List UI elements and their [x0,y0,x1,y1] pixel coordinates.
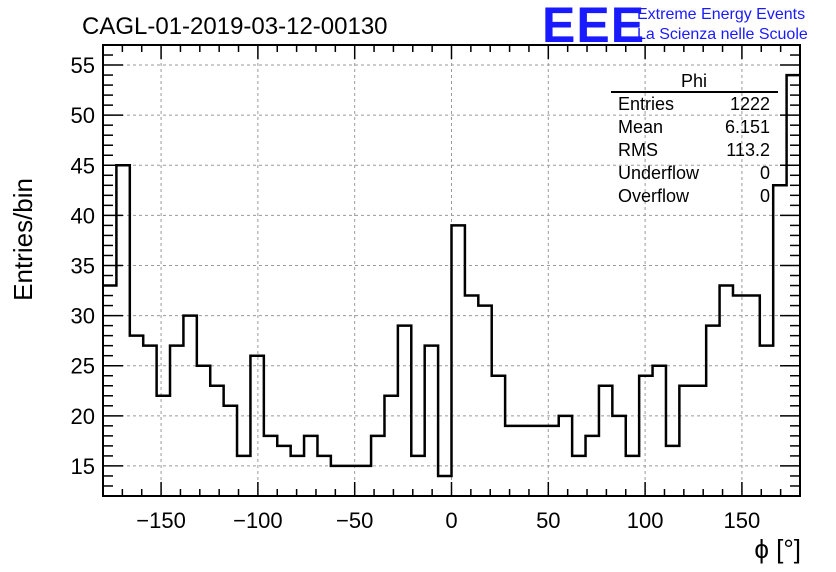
y-tick-label: 50 [71,103,95,128]
y-tick-label: 30 [71,304,95,329]
stats-label-entries: Entries [618,94,674,114]
stats-label-mean: Mean [618,117,663,137]
stats-label-underflow: Underflow [618,163,700,183]
axis-ticks [102,44,801,497]
stats-value-entries: 1222 [730,94,770,114]
x-tick-labels: −150 −100 −50 0 50 100 150 [136,508,760,533]
stats-box: Phi Entries 1222 Mean 6.151 RMS 113.2 Un… [611,71,778,206]
y-tick-label: 35 [71,253,95,278]
x-tick-label: −150 [136,508,186,533]
stats-value-underflow: 0 [760,163,770,183]
x-tick-label: 0 [445,508,457,533]
x-tick-label: 150 [724,508,761,533]
y-tick-label: 45 [71,153,95,178]
stats-value-mean: 6.151 [725,117,770,137]
histogram-outline [103,73,800,478]
stats-title: Phi [681,71,707,91]
y-tick-label: 40 [71,203,95,228]
stats-label-rms: RMS [618,140,658,160]
logo-line-1: Extreme Energy Events [637,6,805,23]
chart-title: CAGL-01-2019-03-12-00130 [82,13,388,40]
x-tick-label: −50 [336,508,373,533]
x-tick-label: 100 [627,508,664,533]
y-tick-label: 15 [71,454,95,479]
stats-label-overflow: Overflow [618,186,690,206]
y-axis-label: Entries/bin [8,178,38,301]
x-tick-label: 50 [536,508,560,533]
stats-value-rms: 113.2 [726,140,770,160]
x-axis-label: ϕ [°] [754,534,801,564]
x-tick-label: −100 [233,508,283,533]
y-tick-label: 20 [71,404,95,429]
eee-logo: EEE Extreme Energy Events La Scienza nel… [542,0,808,53]
y-tick-labels: 15 20 25 30 35 40 45 50 55 [71,53,95,479]
y-tick-label: 25 [71,354,95,379]
stats-value-overflow: 0 [760,186,770,206]
logo-eee-text: EEE [542,0,645,53]
logo-line-2: La Scienza nelle Scuole [637,26,808,43]
y-tick-label: 55 [71,53,95,78]
